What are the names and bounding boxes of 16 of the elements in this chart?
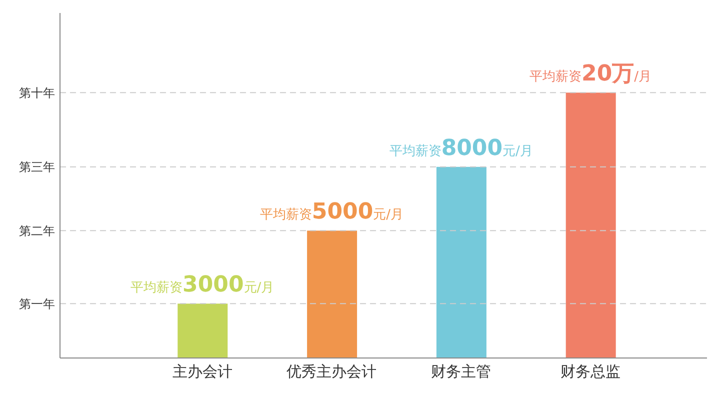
bar [307,230,358,358]
x-tick-label: 财务主管 [431,362,492,381]
x-tick-label: 财务总监 [560,362,621,381]
bar [436,166,486,358]
annotation: 平均薪资20万/月 [530,62,652,87]
annotation: 平均薪资8000元/月 [389,136,533,161]
ref-line-label: 第十年 [19,86,55,100]
x-tick-label: 优秀主办会计 [286,362,377,381]
x-tick-label: 主办会计 [172,362,232,381]
annotation: 平均薪资5000元/月 [260,200,404,225]
ref-line-label: 第三年 [19,160,55,174]
annotation: 平均薪资3000元/月 [130,272,274,298]
bar [566,92,616,358]
bar [178,304,228,358]
ref-line-label: 第二年 [19,224,55,238]
ref-line-label: 第一年 [19,296,55,311]
